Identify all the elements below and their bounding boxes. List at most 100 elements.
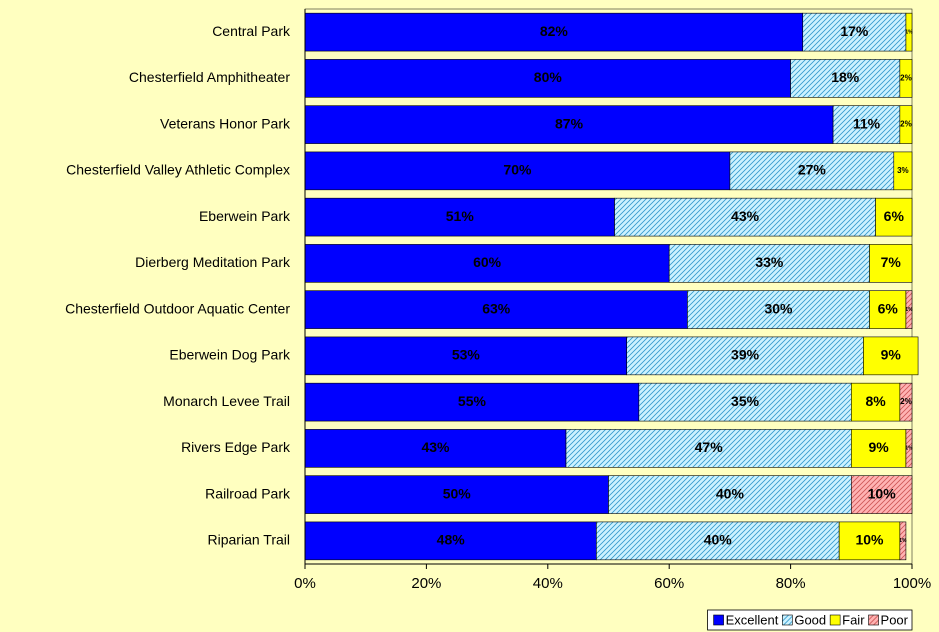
bar-segment [850,475,913,514]
bar-segment [304,290,688,329]
data-label: 17% [840,23,869,39]
bar-segment [899,382,913,422]
x-tick-label: 40% [533,575,563,592]
data-label: 55% [458,393,487,409]
data-label: 27% [798,162,827,178]
bar-segment [899,105,913,144]
bar-segment [790,59,901,98]
data-label: 48% [437,532,466,548]
bar-segment [614,197,876,237]
bar-segment [869,244,913,283]
legend-swatch [713,614,724,626]
category-label: Veterans Honor Park [160,115,291,131]
legend-swatch [829,614,841,626]
bar-segment [565,429,852,468]
bar-segment [668,244,870,283]
data-label: 10% [868,485,897,501]
legend-box [707,609,913,631]
data-label: 33% [755,254,784,270]
data-label: 39% [731,347,760,363]
data-label: 30% [764,300,793,316]
bar-segment [304,382,640,422]
data-label: 63% [482,300,511,316]
category-label: Eberwein Park [199,208,291,224]
bar-segment [304,475,609,514]
data-label: 47% [695,439,724,455]
data-label: 11% [853,115,881,131]
data-label: 3% [897,166,909,175]
bar-segment [304,59,791,98]
category-label: Central Park [212,23,291,39]
bar-segment [304,105,834,144]
data-label: 43% [731,208,760,224]
category-label: Chesterfield Outdoor Aquatic Center [65,300,290,316]
data-label: 10% [855,532,884,548]
data-label: 2% [900,73,912,82]
data-label: 87% [555,115,584,131]
data-label: 2% [900,120,912,129]
data-label: 35% [731,393,760,409]
legend-swatch [868,614,879,626]
category-label: Eberwein Dog Park [169,347,291,363]
x-tick-label: 100% [893,575,931,592]
data-label: 9% [868,439,889,455]
category-label: Chesterfield Valley Athletic Complex [66,162,290,178]
data-label: 8% [865,393,886,409]
category-label: Railroad Park [205,485,291,501]
data-label: 6% [878,300,899,316]
data-label: 51% [446,208,475,224]
bar-segment [802,12,907,52]
bar-segment [304,151,731,191]
bar-segment [863,336,919,376]
data-label: 43% [421,439,450,455]
bar-segment [905,290,913,329]
data-label: 9% [881,347,902,363]
legend-label: Poor [881,612,909,627]
x-tick-label: 80% [776,575,806,592]
legend-swatch [782,614,793,626]
legend-label: Good [794,612,826,627]
data-label: 53% [452,347,481,363]
data-label: 6% [884,208,905,224]
data-label: 40% [716,485,745,501]
data-label: 82% [540,23,569,39]
bar-segment [626,336,864,376]
bar-segment [905,12,913,52]
category-label: Chesterfield Amphitheater [129,69,290,85]
bar-segment [608,475,852,514]
bar-segment [304,244,670,283]
bar-segment [850,429,907,468]
bar-segment [304,336,628,376]
data-label: 1% [899,538,907,544]
bar-segment [729,151,895,191]
category-label: Monarch Levee Trail [163,393,290,409]
bar-segment [838,521,901,561]
bar-segment [899,59,913,98]
bar-segment [638,382,852,422]
category-label: Dierberg Meditation Park [135,254,291,270]
data-label: 70% [503,162,532,178]
data-label: 18% [831,69,860,85]
bar-segment [875,197,913,237]
bar-segment [304,197,615,237]
x-tick-label: 60% [654,575,684,592]
bar-segment [869,290,907,329]
legend-label: Excellent [726,612,779,627]
data-label: 50% [443,485,472,501]
legend-label: Fair [842,612,865,627]
bar-segment [893,151,913,191]
bar-segment [596,521,840,561]
data-label: 60% [473,254,502,270]
category-label: Riparian Trail [208,532,290,548]
data-label: 7% [881,254,902,270]
bar-segment [899,521,907,561]
data-label: 1% [905,446,913,452]
data-label: 2% [900,397,912,406]
category-label: Rivers Edge Park [181,439,291,455]
bar-segment [832,105,901,144]
bar-segment [850,382,901,422]
legend: Excellent Good Fair Poor [707,609,913,631]
data-label: 1% [905,307,913,313]
